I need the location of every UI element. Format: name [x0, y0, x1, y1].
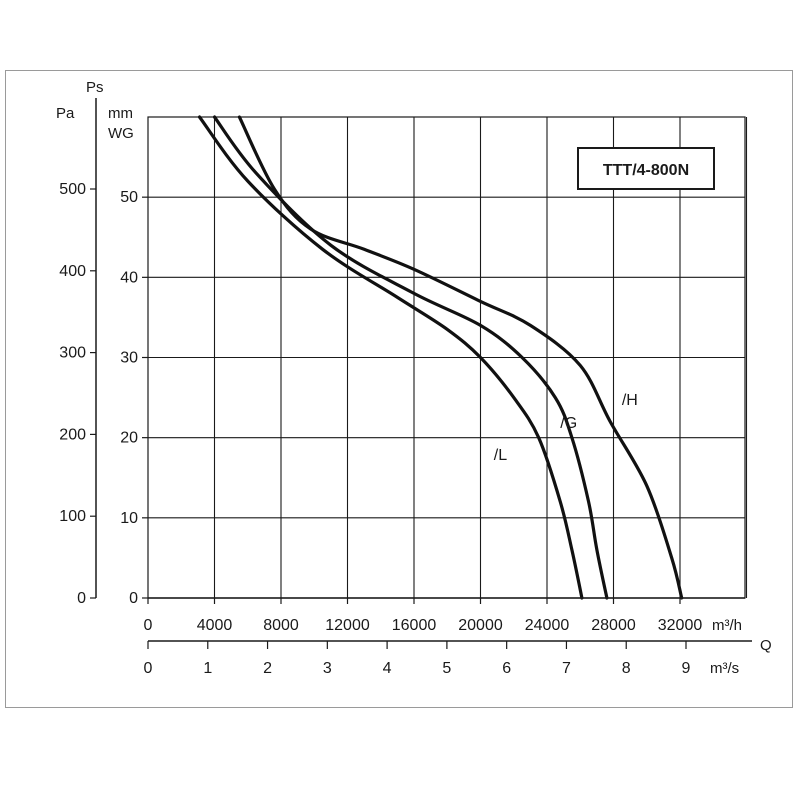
series-curve-g [212, 115, 609, 600]
chart-frame [5, 70, 793, 708]
y-tick-label-mmwg: 10 [120, 510, 138, 527]
series-label: /G [560, 415, 577, 432]
curves [197, 115, 684, 600]
y-tick-label-pa: 100 [59, 508, 86, 525]
grid [147, 116, 748, 599]
pa-unit: Pa [56, 105, 75, 122]
wg-unit-line2: WG [108, 125, 134, 142]
x-tick-label-m3s: 4 [383, 660, 392, 677]
x-tick-label-m3s: 2 [263, 660, 272, 677]
x-tick-label-m3s: 8 [622, 660, 631, 677]
y-tick-label-pa: 300 [59, 345, 86, 362]
ps-symbol: Ps [86, 79, 104, 96]
y-tick-label-mmwg: 50 [120, 189, 138, 206]
wg-unit-line1: mm [108, 105, 133, 122]
y-tick-label-mmwg: 30 [120, 350, 138, 367]
x-tick-label-m3s: 9 [682, 660, 691, 677]
x-tick-label-m3s: 1 [203, 660, 212, 677]
x-tick-label-m3s: 5 [442, 660, 451, 677]
x-tick-label-m3h: 12000 [325, 617, 370, 634]
m3h-unit: m³/h [712, 617, 742, 634]
x-tick-label-m3h: 0 [144, 617, 153, 634]
y-tick-label-mmwg: 0 [129, 590, 138, 607]
x-tick-label-m3h: 32000 [658, 617, 703, 634]
y-tick-label-pa: 200 [59, 426, 86, 443]
x-tick-label-m3s: 3 [323, 660, 332, 677]
m3s-unit: m³/s [710, 660, 739, 677]
axes [90, 98, 752, 649]
y-tick-label-mmwg: 40 [120, 269, 138, 286]
x-tick-label-m3h: 24000 [525, 617, 570, 634]
x-tick-label-m3h: 4000 [197, 617, 233, 634]
x-tick-label-m3s: 6 [502, 660, 511, 677]
series-label: /L [494, 447, 507, 464]
x-tick-label-m3s: 7 [562, 660, 571, 677]
chart-title: TTT/4-800N [603, 162, 689, 179]
series-curve-h [237, 115, 684, 600]
x-tick-label-m3h: 28000 [591, 617, 636, 634]
x-tick-label-m3s: 0 [144, 660, 153, 677]
title-box: TTT/4-800N [577, 147, 715, 190]
q-symbol: Q [760, 637, 772, 654]
series-label: /H [622, 392, 638, 409]
y-tick-label-pa: 400 [59, 263, 86, 280]
x-tick-label-m3h: 8000 [263, 617, 299, 634]
y-tick-label-mmwg: 20 [120, 430, 138, 447]
y-tick-label-pa: 500 [59, 181, 86, 198]
series-curve-l [197, 115, 584, 600]
y-tick-label-pa: 0 [77, 590, 86, 607]
x-tick-label-m3h: 20000 [458, 617, 503, 634]
x-tick-label-m3h: 16000 [392, 617, 437, 634]
